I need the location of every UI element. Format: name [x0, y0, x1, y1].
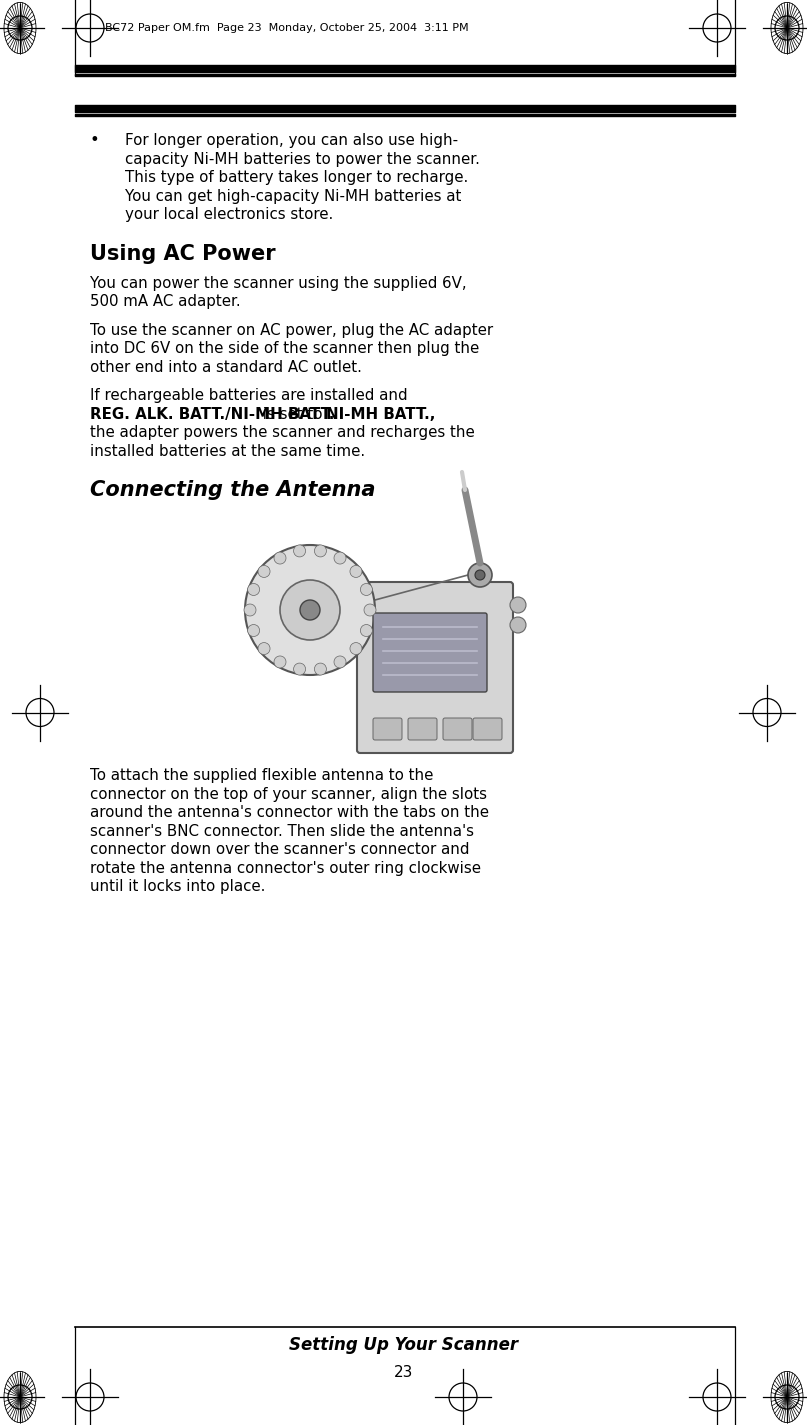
Text: To use the scanner on AC power, plug the AC adapter: To use the scanner on AC power, plug the… — [90, 322, 493, 338]
Text: REG. ALK. BATT./NI-MH BATT.: REG. ALK. BATT./NI-MH BATT. — [90, 406, 334, 422]
Text: is set to: is set to — [258, 406, 328, 422]
Circle shape — [510, 597, 526, 613]
FancyBboxPatch shape — [373, 613, 487, 693]
Text: Setting Up Your Scanner: Setting Up Your Scanner — [289, 1337, 518, 1354]
Text: rotate the antenna connector's outer ring clockwise: rotate the antenna connector's outer rin… — [90, 861, 481, 875]
Circle shape — [334, 551, 346, 564]
FancyBboxPatch shape — [473, 718, 502, 740]
FancyBboxPatch shape — [443, 718, 472, 740]
Circle shape — [248, 624, 260, 637]
Text: around the antenna's connector with the tabs on the: around the antenna's connector with the … — [90, 805, 489, 819]
Text: 500 mA AC adapter.: 500 mA AC adapter. — [90, 294, 240, 309]
Circle shape — [294, 663, 306, 675]
Text: other end into a standard AC outlet.: other end into a standard AC outlet. — [90, 359, 362, 375]
Text: installed batteries at the same time.: installed batteries at the same time. — [90, 443, 365, 459]
Text: scanner's BNC connector. Then slide the antenna's: scanner's BNC connector. Then slide the … — [90, 824, 474, 838]
Circle shape — [258, 566, 270, 577]
Text: 23: 23 — [394, 1365, 413, 1379]
Circle shape — [258, 643, 270, 654]
Text: •: • — [90, 133, 100, 148]
Text: capacity Ni-MH batteries to power the scanner.: capacity Ni-MH batteries to power the sc… — [125, 151, 480, 167]
Circle shape — [294, 544, 306, 557]
Circle shape — [334, 656, 346, 668]
FancyBboxPatch shape — [357, 581, 513, 752]
Text: You can power the scanner using the supplied 6V,: You can power the scanner using the supp… — [90, 275, 466, 291]
Circle shape — [248, 583, 260, 596]
Circle shape — [468, 563, 492, 587]
Circle shape — [280, 580, 340, 640]
Circle shape — [315, 544, 326, 557]
Text: until it locks into place.: until it locks into place. — [90, 879, 266, 893]
Text: into DC 6V on the side of the scanner then plug the: into DC 6V on the side of the scanner th… — [90, 341, 479, 356]
Circle shape — [510, 617, 526, 633]
Circle shape — [244, 604, 256, 616]
Text: connector down over the scanner's connector and: connector down over the scanner's connec… — [90, 842, 470, 856]
Text: BC72 Paper OM.fm  Page 23  Monday, October 25, 2004  3:11 PM: BC72 Paper OM.fm Page 23 Monday, October… — [105, 23, 469, 33]
Circle shape — [350, 643, 362, 654]
Circle shape — [274, 656, 286, 668]
Text: your local electronics store.: your local electronics store. — [125, 207, 333, 222]
Text: NI-MH BATT.,: NI-MH BATT., — [327, 406, 436, 422]
Circle shape — [274, 551, 286, 564]
Circle shape — [300, 600, 320, 620]
Text: To attach the supplied flexible antenna to the: To attach the supplied flexible antenna … — [90, 768, 433, 782]
Text: For longer operation, you can also use high-: For longer operation, you can also use h… — [125, 133, 458, 148]
Circle shape — [315, 663, 326, 675]
Text: If rechargeable batteries are installed and: If rechargeable batteries are installed … — [90, 388, 408, 403]
Circle shape — [361, 624, 372, 637]
Circle shape — [350, 566, 362, 577]
Text: This type of battery takes longer to recharge.: This type of battery takes longer to rec… — [125, 170, 468, 185]
Text: connector on the top of your scanner, align the slots: connector on the top of your scanner, al… — [90, 787, 487, 801]
FancyBboxPatch shape — [408, 718, 437, 740]
Text: You can get high-capacity Ni-MH batteries at: You can get high-capacity Ni-MH batterie… — [125, 188, 462, 204]
Circle shape — [475, 570, 485, 580]
Circle shape — [245, 544, 375, 675]
Text: the adapter powers the scanner and recharges the: the adapter powers the scanner and recha… — [90, 425, 475, 440]
Text: Using AC Power: Using AC Power — [90, 244, 276, 264]
FancyBboxPatch shape — [373, 718, 402, 740]
Circle shape — [361, 583, 372, 596]
Circle shape — [364, 604, 376, 616]
Text: Connecting the Antenna: Connecting the Antenna — [90, 480, 375, 500]
